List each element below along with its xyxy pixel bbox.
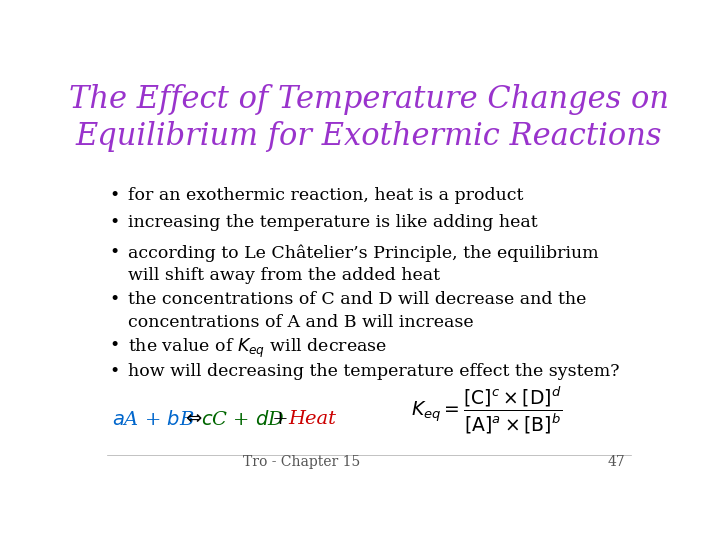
Text: •: •	[109, 187, 120, 205]
Text: •: •	[109, 292, 120, 308]
Text: $\Leftrightarrow$: $\Leftrightarrow$	[176, 410, 209, 428]
Text: Heat: Heat	[289, 410, 337, 428]
Text: •: •	[109, 363, 120, 380]
Text: for an exothermic reaction, heat is a product: for an exothermic reaction, heat is a pr…	[128, 187, 523, 205]
Text: $K_{eq} = \dfrac{[\mathrm{C}]^c \times [\mathrm{D}]^d}{[\mathrm{A}]^a \times [\m: $K_{eq} = \dfrac{[\mathrm{C}]^c \times […	[411, 384, 562, 436]
Text: the concentrations of C and D will decrease and the
concentrations of A and B wi: the concentrations of C and D will decre…	[128, 292, 586, 330]
Text: $a$A + $b$B: $a$A + $b$B	[112, 409, 195, 429]
Text: •: •	[109, 214, 120, 232]
Text: The Effect of Temperature Changes on
Equilibrium for Exothermic Reactions: The Effect of Temperature Changes on Equ…	[69, 84, 669, 152]
Text: how will decreasing the temperature effect the system?: how will decreasing the temperature effe…	[128, 363, 619, 380]
Text: Tro - Chapter 15: Tro - Chapter 15	[243, 455, 361, 469]
Text: $c$C + $d$D: $c$C + $d$D	[202, 409, 285, 429]
Text: •: •	[109, 337, 120, 354]
Text: •: •	[109, 245, 120, 261]
Text: according to Le Châtelier’s Principle, the equilibrium
will shift away from the : according to Le Châtelier’s Principle, t…	[128, 245, 598, 284]
Text: +: +	[266, 410, 295, 428]
Text: the value of $K_{eq}$ will decrease: the value of $K_{eq}$ will decrease	[128, 337, 387, 360]
Text: increasing the temperature is like adding heat: increasing the temperature is like addin…	[128, 214, 538, 232]
Text: 47: 47	[608, 455, 626, 469]
